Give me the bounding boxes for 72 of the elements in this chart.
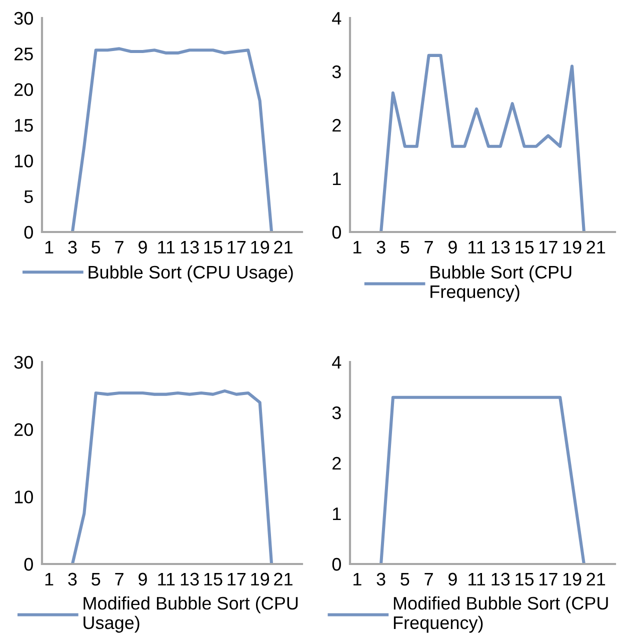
legend-label: Bubble Sort (CPU Frequency) (430, 265, 572, 302)
x-tick-label: 21 (274, 240, 292, 254)
x-tick-label: 11 (158, 572, 175, 586)
x-tick-label: 3 (68, 572, 77, 586)
y-tick-label: 10 (14, 490, 33, 504)
x-tick-label: 5 (400, 240, 410, 254)
x-tick-label: 17 (228, 572, 246, 586)
y-tick-label: 1 (333, 172, 341, 186)
x-tick-label: 9 (448, 240, 457, 254)
x-tick-label: 21 (274, 572, 292, 586)
x-tick-label: 17 (228, 240, 246, 254)
y-tick-label: 30 (14, 12, 33, 25)
x-tick-label: 21 (586, 572, 606, 586)
x-tick-label: 13 (492, 572, 510, 586)
line-series (70, 47, 274, 232)
x-tick-label: 19 (251, 572, 270, 586)
x-tick-label: 1 (354, 240, 362, 254)
x-tick-label: 15 (516, 572, 534, 586)
x-tick-label: 3 (68, 240, 77, 254)
x-tick-label: 1 (354, 572, 362, 586)
x-tick-label: 13 (180, 572, 199, 586)
y-tick-label: 4 (332, 356, 342, 369)
y-tick-label: 3 (332, 65, 341, 78)
x-tick-label: 3 (376, 572, 386, 586)
x-tick-label: 19 (563, 240, 582, 254)
y-tick-label: 30 (14, 356, 33, 369)
x-tick-label: 7 (115, 240, 124, 254)
y-tick-label: 2 (332, 456, 341, 470)
legend-label: Bubble Sort (CPU Usage) (88, 265, 293, 282)
x-tick-label: 9 (448, 572, 457, 586)
y-tick-label: 15 (14, 119, 33, 132)
x-tick-label: 7 (424, 572, 433, 586)
x-tick-label: 7 (115, 572, 124, 586)
x-tick-label: 7 (424, 240, 433, 254)
y-tick-label: 0 (332, 558, 341, 571)
x-tick-label: 13 (492, 240, 510, 254)
x-tick-label: 19 (563, 572, 582, 586)
x-tick-label: 9 (138, 240, 147, 254)
y-tick-label: 10 (14, 154, 33, 168)
x-tick-label: 17 (539, 572, 558, 586)
x-tick-label: 15 (204, 240, 222, 254)
x-tick-label: 5 (400, 572, 410, 586)
x-tick-label: 11 (468, 240, 486, 254)
y-tick-label: 3 (332, 406, 341, 420)
x-tick-label: 5 (92, 240, 100, 254)
x-tick-label: 21 (586, 240, 606, 254)
y-tick-label: 20 (14, 83, 33, 96)
x-tick-label: 13 (180, 240, 199, 254)
line-series (70, 389, 274, 564)
y-tick-label: 0 (24, 558, 33, 571)
y-tick-label: 1 (333, 508, 341, 520)
y-tick-label: 5 (24, 190, 33, 204)
x-tick-label: 11 (158, 240, 175, 254)
y-tick-label: 0 (332, 226, 341, 239)
x-tick-label: 1 (45, 572, 54, 586)
y-tick-label: 25 (14, 48, 33, 60)
x-tick-label: 1 (45, 240, 54, 254)
y-tick-label: 2 (332, 118, 341, 132)
y-tick-label: 20 (14, 423, 33, 436)
x-tick-label: 15 (204, 572, 222, 586)
y-tick-label: 0 (24, 226, 33, 239)
legend-label: Modified Bubble Sort (CPU Frequency) (394, 596, 608, 633)
x-tick-label: 17 (539, 240, 558, 254)
line-series (380, 54, 586, 232)
x-tick-label: 9 (138, 572, 147, 586)
x-tick-label: 15 (516, 240, 534, 254)
x-tick-label: 3 (376, 240, 386, 254)
y-tick-label: 4 (332, 12, 342, 25)
x-tick-label: 19 (251, 240, 270, 254)
x-tick-label: 5 (92, 572, 100, 586)
x-tick-label: 11 (468, 572, 486, 586)
legend-label: Modified Bubble Sort (CPU Usage) (84, 596, 298, 633)
